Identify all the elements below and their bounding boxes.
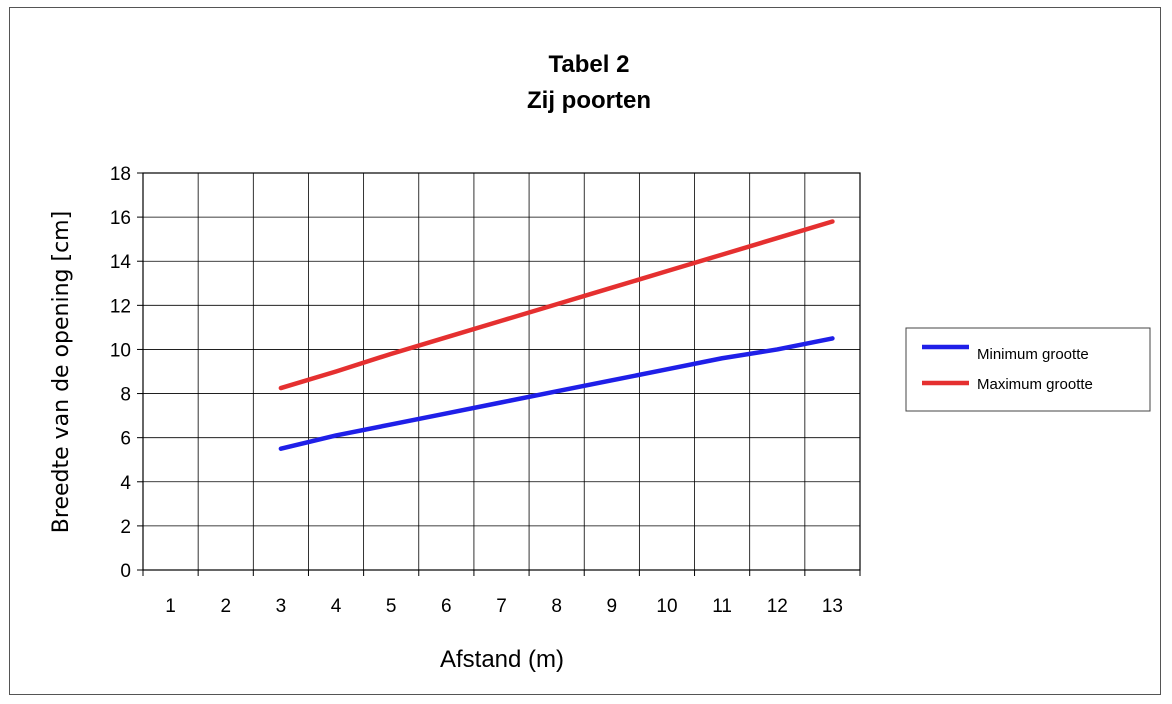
chart-title-line-1: Tabel 2 [549,51,630,78]
x-tick-label: 11 [712,596,732,617]
series-line-minimum [278,336,835,451]
x-tick-label: 7 [496,596,507,617]
legend-label: Minimum grootte [977,346,1089,363]
y-axis-label: Breedte van de opening [cm] [49,211,74,533]
series-lines [278,219,835,451]
x-tick-label: 3 [276,596,287,617]
y-tick-label: 4 [120,473,131,494]
x-tick-label: 2 [220,596,231,617]
x-tick-label: 8 [551,596,562,617]
axes [137,172,861,576]
x-tick-label: 1 [165,596,176,617]
y-tick-label: 0 [120,561,131,582]
y-tick-label: 6 [120,429,131,450]
legend: Minimum grootte Maximum grootte [905,327,1151,412]
y-tick-label: 12 [110,296,131,317]
legend-box [905,327,1151,412]
series-line-maximum [278,219,835,391]
y-tick-label: 2 [120,517,131,538]
x-tick-label: 4 [331,596,342,617]
y-tick-label: 8 [120,385,131,406]
x-axis-ticks: 1 2 3 4 5 6 7 8 9 10 11 12 13 [165,596,843,617]
x-axis-label: Afstand (m) [440,646,564,673]
gridlines [143,172,860,570]
x-tick-label: 13 [822,596,843,617]
chart-title-line-2: Zij poorten [527,87,651,114]
plot-area-border [142,172,861,571]
x-tick-label: 10 [656,596,677,617]
y-tick-label: 10 [110,340,131,361]
y-tick-label: 16 [110,208,131,229]
x-tick-label: 9 [607,596,618,617]
x-tick-label: 5 [386,596,397,617]
y-tick-label: 18 [110,164,131,185]
x-tick-label: 12 [767,596,788,617]
legend-label: Maximum grootte [977,376,1093,393]
x-tick-label: 6 [441,596,452,617]
y-axis-ticks: 0 2 4 6 8 10 12 14 16 18 [110,164,132,582]
y-tick-label: 14 [110,252,132,273]
